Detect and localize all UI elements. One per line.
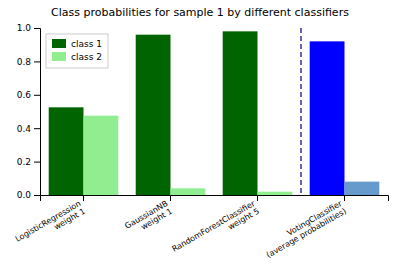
bars [49, 28, 380, 195]
tick: RandomForestClassifierweight 5 [170, 195, 261, 261]
legend: class 1 class 2 [46, 34, 108, 68]
bar [136, 35, 171, 195]
separator [300, 28, 302, 195]
axis-line [34, 29, 41, 196]
tick-mark [83, 195, 84, 201]
series [84, 116, 380, 195]
legend-label: class 1 [71, 39, 102, 49]
tick-label: 0.4 [17, 124, 32, 134]
legend-box [46, 34, 108, 68]
tick-label: RandomForestClassifierweight 5 [170, 199, 261, 262]
tick: 0.0 [17, 190, 40, 200]
series [49, 31, 345, 195]
tick-mark [34, 128, 40, 129]
tick: 0.4 [17, 124, 40, 134]
bar [223, 31, 258, 195]
legend-swatch [52, 39, 66, 48]
tick: GaussianNBweight 1 [123, 195, 174, 238]
legend-item: class 2 [52, 52, 102, 62]
bar [171, 188, 206, 195]
legend-label: class 2 [71, 52, 102, 62]
tick-label: VotingClassifier(average probabilities) [260, 199, 348, 260]
legend-swatch [52, 52, 66, 61]
tick-label: 0.0 [17, 190, 32, 200]
tick-mark [257, 195, 258, 201]
tick-label: 0.8 [17, 57, 32, 67]
tick: 1.0 [17, 23, 40, 33]
plot: 0.0 0.2 0.4 0.6 0.8 1.0 LogisticRegressionweig… [14, 23, 389, 261]
tick-label: LogisticRegressionweight 1 [14, 199, 87, 252]
tick: 0.8 [17, 57, 40, 67]
bar [49, 107, 84, 195]
tick-mark [34, 95, 40, 96]
tick: VotingClassifier(average probabilities) [260, 195, 348, 260]
tick-label: 1.0 [17, 23, 32, 33]
tick: 0.6 [17, 90, 40, 100]
tick-label: 0.2 [17, 157, 31, 167]
x-axis: LogisticRegressionweight 1 GaussianNBweig… [14, 195, 389, 261]
bar [345, 182, 380, 195]
tick-label: GaussianNBweight 1 [123, 199, 174, 239]
bar [84, 116, 119, 195]
tick-mark [34, 162, 40, 163]
tick-label: 0.6 [17, 90, 32, 100]
bar [258, 192, 293, 195]
y-axis: 0.0 0.2 0.4 0.6 0.8 1.0 [17, 23, 41, 200]
legend-item: class 1 [52, 39, 102, 49]
tick-mark [34, 61, 40, 62]
tick-mark [344, 195, 345, 201]
chart: Class probabilities for sample 1 by diff… [0, 0, 400, 280]
tick-mark [34, 195, 40, 196]
bar [310, 41, 345, 195]
tick: LogisticRegressionweight 1 [14, 195, 87, 251]
tick-mark [170, 195, 171, 201]
tick: 0.2 [17, 157, 40, 167]
title: Class probabilities for sample 1 by diff… [51, 6, 349, 19]
tick-mark [34, 28, 40, 29]
